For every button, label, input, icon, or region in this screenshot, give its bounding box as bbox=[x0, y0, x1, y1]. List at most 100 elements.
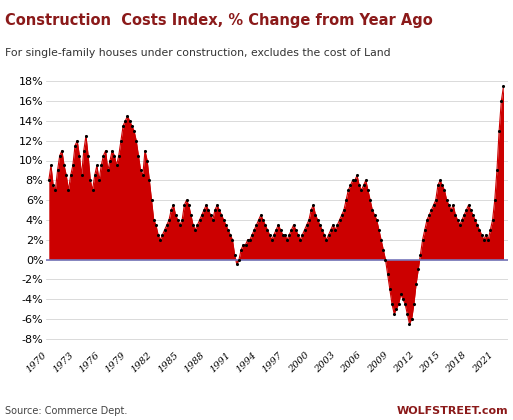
Point bbox=[53, 167, 62, 174]
Point bbox=[467, 207, 475, 213]
Point bbox=[499, 83, 507, 89]
Point bbox=[45, 177, 53, 184]
Point bbox=[379, 246, 387, 253]
Point bbox=[159, 231, 167, 238]
Point bbox=[370, 212, 379, 218]
Point bbox=[327, 226, 335, 233]
Point bbox=[336, 217, 344, 223]
Point bbox=[456, 221, 464, 228]
Point bbox=[268, 236, 276, 243]
Point bbox=[252, 221, 261, 228]
Point bbox=[69, 162, 77, 169]
Point bbox=[403, 310, 411, 318]
Point bbox=[274, 221, 283, 228]
Point bbox=[77, 172, 86, 179]
Point bbox=[372, 217, 381, 223]
Point bbox=[200, 207, 208, 213]
Point bbox=[156, 236, 164, 243]
Point bbox=[338, 212, 346, 218]
Point bbox=[340, 207, 348, 213]
Point bbox=[130, 127, 138, 134]
Point bbox=[143, 157, 151, 164]
Point bbox=[204, 207, 212, 213]
Point bbox=[58, 147, 66, 154]
Point bbox=[301, 226, 309, 233]
Point bbox=[493, 167, 501, 174]
Text: Source: Commerce Dept.: Source: Commerce Dept. bbox=[5, 406, 128, 416]
Point bbox=[64, 187, 72, 194]
Point bbox=[425, 212, 433, 218]
Point bbox=[176, 221, 184, 228]
Point bbox=[167, 207, 175, 213]
Point bbox=[93, 162, 101, 169]
Point bbox=[88, 187, 96, 194]
Point bbox=[419, 236, 427, 243]
Point bbox=[165, 217, 173, 223]
Point bbox=[331, 226, 339, 233]
Point bbox=[145, 177, 153, 184]
Point bbox=[84, 152, 92, 159]
Point bbox=[215, 207, 223, 213]
Point bbox=[187, 212, 195, 218]
Point bbox=[270, 231, 278, 238]
Point bbox=[495, 127, 503, 134]
Point bbox=[102, 147, 110, 154]
Point bbox=[443, 197, 451, 203]
Point bbox=[445, 202, 453, 208]
Point bbox=[366, 197, 374, 203]
Point bbox=[222, 221, 230, 228]
Point bbox=[394, 301, 403, 307]
Point bbox=[272, 226, 280, 233]
Point bbox=[320, 231, 328, 238]
Point bbox=[211, 207, 219, 213]
Point bbox=[226, 231, 234, 238]
Point bbox=[254, 217, 263, 223]
Point bbox=[313, 217, 322, 223]
Point bbox=[256, 212, 265, 218]
Point bbox=[458, 217, 466, 223]
Point bbox=[178, 217, 186, 223]
Point bbox=[292, 226, 300, 233]
Point bbox=[263, 226, 271, 233]
Point bbox=[390, 310, 398, 318]
Point bbox=[344, 187, 352, 194]
Point bbox=[206, 212, 214, 218]
Point bbox=[259, 217, 267, 223]
Point bbox=[318, 226, 326, 233]
Point bbox=[233, 261, 241, 268]
Point bbox=[246, 236, 254, 243]
Point bbox=[381, 256, 389, 263]
Point bbox=[476, 226, 484, 233]
Point bbox=[161, 226, 169, 233]
Point bbox=[202, 202, 210, 208]
Point bbox=[106, 157, 114, 164]
Point bbox=[261, 221, 269, 228]
Point bbox=[152, 221, 160, 228]
Point bbox=[180, 202, 188, 208]
Point bbox=[154, 231, 162, 238]
Point bbox=[478, 231, 486, 238]
Point bbox=[316, 221, 324, 228]
Point bbox=[497, 98, 505, 105]
Point bbox=[311, 212, 320, 218]
Point bbox=[136, 167, 145, 174]
Point bbox=[237, 246, 245, 253]
Point bbox=[117, 137, 125, 144]
Point bbox=[91, 172, 99, 179]
Point bbox=[73, 137, 82, 144]
Point bbox=[141, 147, 149, 154]
Point bbox=[412, 281, 420, 288]
Point bbox=[388, 301, 396, 307]
Point bbox=[486, 226, 495, 233]
Point bbox=[185, 202, 193, 208]
Point bbox=[480, 236, 488, 243]
Point bbox=[108, 147, 116, 154]
Point bbox=[346, 182, 354, 189]
Point bbox=[128, 123, 136, 129]
Point bbox=[436, 177, 444, 184]
Point bbox=[342, 197, 350, 203]
Point bbox=[447, 207, 455, 213]
Point bbox=[307, 207, 315, 213]
Point bbox=[397, 291, 405, 297]
Point bbox=[294, 231, 302, 238]
